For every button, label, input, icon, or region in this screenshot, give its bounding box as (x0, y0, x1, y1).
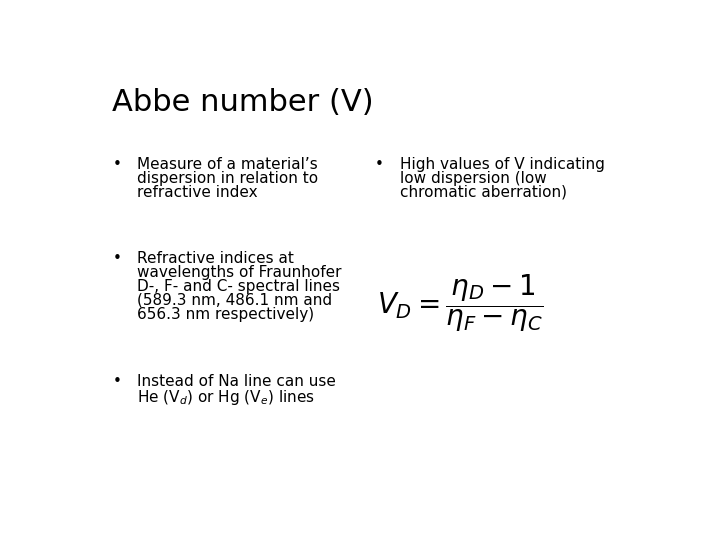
Text: D-, F- and C- spectral lines: D-, F- and C- spectral lines (138, 279, 341, 294)
Text: •: • (112, 374, 121, 389)
Text: 656.3 nm respectively): 656.3 nm respectively) (138, 307, 315, 322)
Text: •: • (112, 157, 121, 172)
Text: Refractive indices at: Refractive indices at (138, 251, 294, 266)
Text: Measure of a material’s: Measure of a material’s (138, 157, 318, 172)
Text: •: • (374, 157, 384, 172)
Text: Instead of Na line can use: Instead of Na line can use (138, 374, 336, 389)
Text: (589.3 nm, 486.1 nm and: (589.3 nm, 486.1 nm and (138, 293, 333, 308)
Text: refractive index: refractive index (138, 185, 258, 200)
Text: He (V$_d$) or Hg (V$_e$) lines: He (V$_d$) or Hg (V$_e$) lines (138, 388, 315, 407)
Text: chromatic aberration): chromatic aberration) (400, 185, 567, 200)
Text: Abbe number (V): Abbe number (V) (112, 88, 374, 117)
Text: low dispersion (low: low dispersion (low (400, 171, 546, 186)
Text: High values of V indicating: High values of V indicating (400, 157, 605, 172)
Text: dispersion in relation to: dispersion in relation to (138, 171, 318, 186)
Text: $V_D = \dfrac{\eta_D - 1}{\eta_F - \eta_C}$: $V_D = \dfrac{\eta_D - 1}{\eta_F - \eta_… (377, 273, 543, 334)
Text: wavelengths of Fraunhofer: wavelengths of Fraunhofer (138, 265, 342, 280)
Text: •: • (112, 251, 121, 266)
